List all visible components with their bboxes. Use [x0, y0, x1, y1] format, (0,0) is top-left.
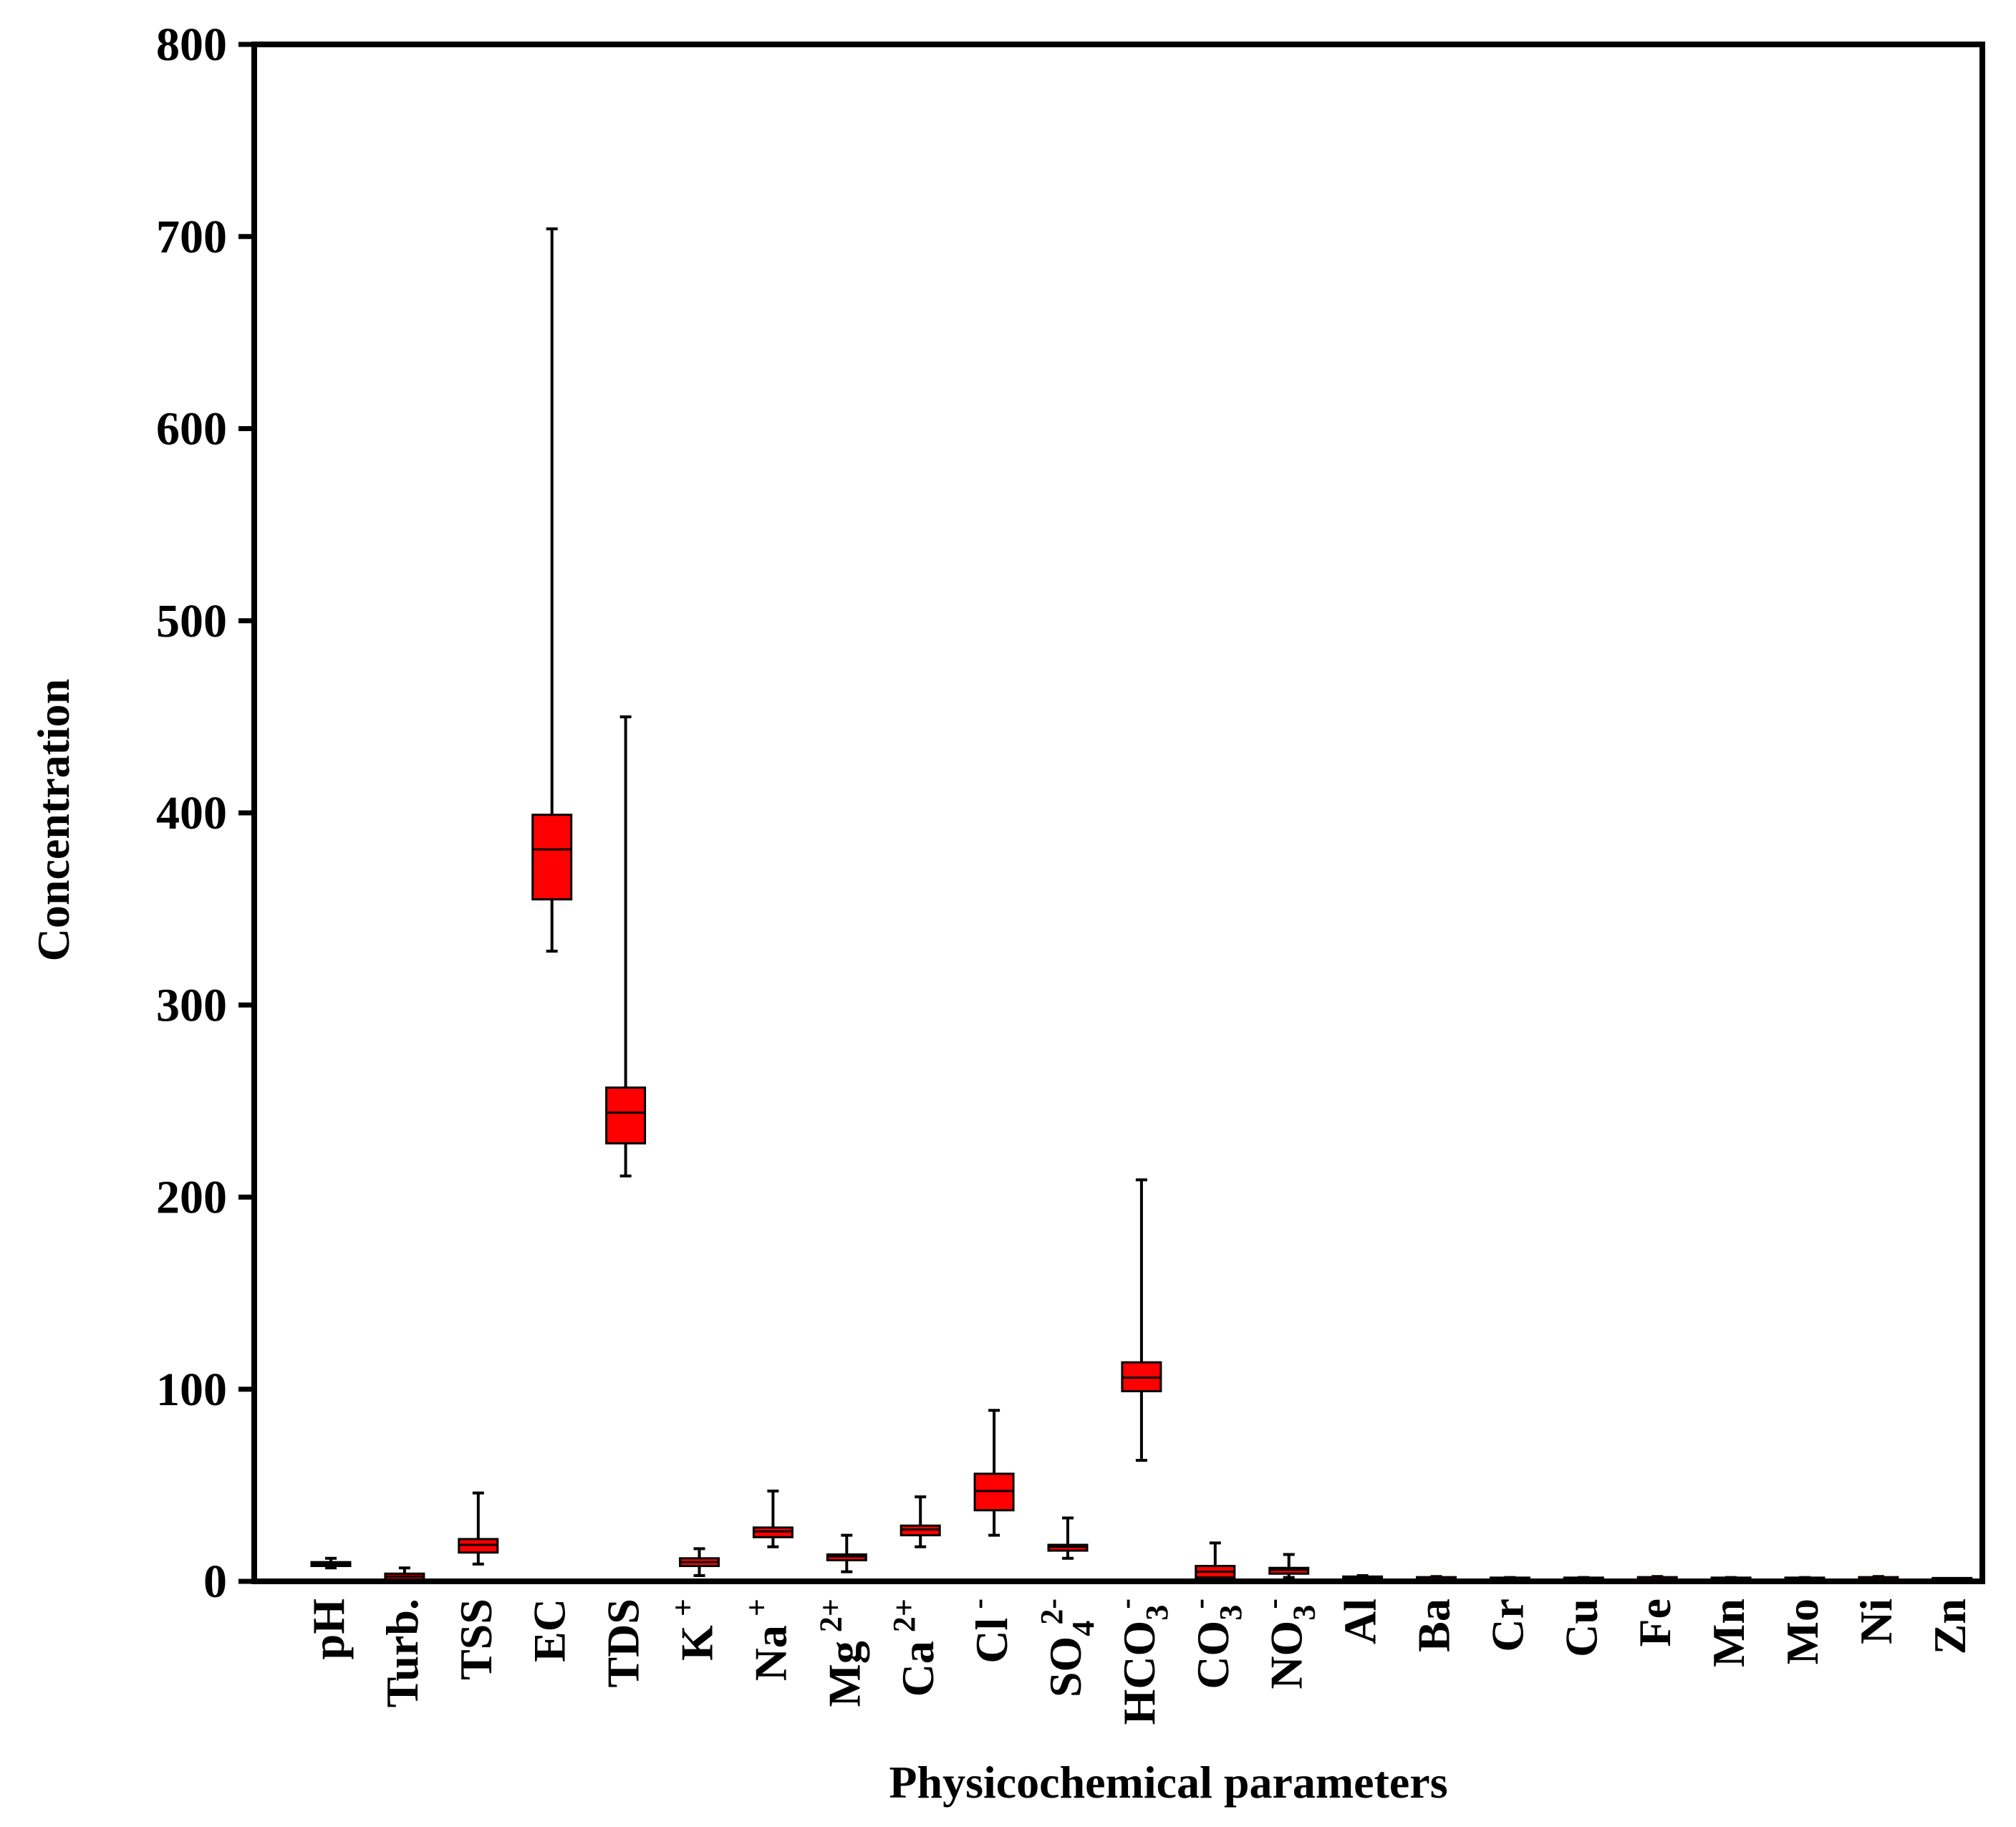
y-tick-label: 100	[156, 1364, 227, 1416]
x-tick-label: Cr	[1482, 1599, 1533, 1652]
x-axis: pH Turb. TSS EC TDS K+ Na+ Mg2+ Ca2+ Cl- SO42-HCO3…	[303, 1599, 1975, 1725]
x-tick-label: HCO3-	[1108, 1599, 1175, 1725]
y-tick-label: 300	[156, 979, 227, 1031]
box-k	[679, 1547, 720, 1577]
y-tick-label: 500	[156, 595, 227, 647]
x-tick-label: TSS	[450, 1599, 501, 1680]
x-tick-label: Na+	[739, 1599, 796, 1681]
x-tick-label: Turb.	[377, 1599, 428, 1707]
box-mg	[826, 1533, 867, 1573]
x-tick-label: Fe	[1629, 1599, 1680, 1647]
y-tick-label: 600	[156, 403, 227, 455]
y-tick-label: 0	[203, 1556, 227, 1608]
plot-frame	[251, 42, 1985, 1584]
x-tick-label: Mo	[1777, 1599, 1828, 1664]
box-ec	[531, 227, 573, 953]
x-tick-label: pH	[303, 1599, 354, 1659]
box-hco	[1121, 1178, 1162, 1462]
box-ph	[310, 1556, 352, 1570]
box-co	[1195, 1541, 1236, 1583]
x-tick-label: Mg2+	[813, 1599, 869, 1707]
x-tick-label: NO3-	[1255, 1599, 1322, 1689]
x-tick-label: Ba	[1409, 1599, 1460, 1652]
box-na	[752, 1489, 794, 1548]
x-tick-label: Mn	[1703, 1599, 1754, 1667]
x-axis-title: Physicochemical parameters	[889, 1757, 1447, 1808]
box-cl	[973, 1409, 1015, 1537]
box-iqr	[531, 814, 573, 901]
boxes-layer	[310, 227, 1973, 1583]
x-tick-label: Zn	[1924, 1599, 1975, 1654]
y-tick-label: 400	[156, 787, 227, 839]
y-axis: 0 100 200 300 400 500 600 700 800	[156, 19, 254, 1608]
x-tick-label: CO3-	[1182, 1599, 1248, 1689]
x-tick-label: TDS	[598, 1599, 649, 1688]
y-tick-label: 800	[156, 19, 227, 71]
box-iqr	[605, 1086, 647, 1144]
y-tick-label: 700	[156, 211, 227, 263]
x-tick-label: SO42-	[1034, 1599, 1101, 1697]
box-tds	[605, 715, 647, 1177]
x-tick-label: Ca2+	[887, 1599, 943, 1697]
y-axis-title: Concentration	[28, 679, 79, 962]
box-no	[1268, 1553, 1310, 1579]
y-tick-label: 200	[156, 1172, 227, 1224]
x-tick-label: Cu	[1556, 1599, 1606, 1657]
box-so	[1047, 1516, 1089, 1560]
box-ca	[900, 1495, 941, 1548]
x-tick-label: K+	[666, 1599, 723, 1661]
x-tick-label: EC	[524, 1599, 575, 1662]
x-tick-label: Cl-	[960, 1599, 1017, 1664]
x-tick-label: Al	[1335, 1599, 1386, 1644]
x-tick-label: Ni	[1851, 1599, 1901, 1644]
box-tss	[458, 1491, 499, 1566]
